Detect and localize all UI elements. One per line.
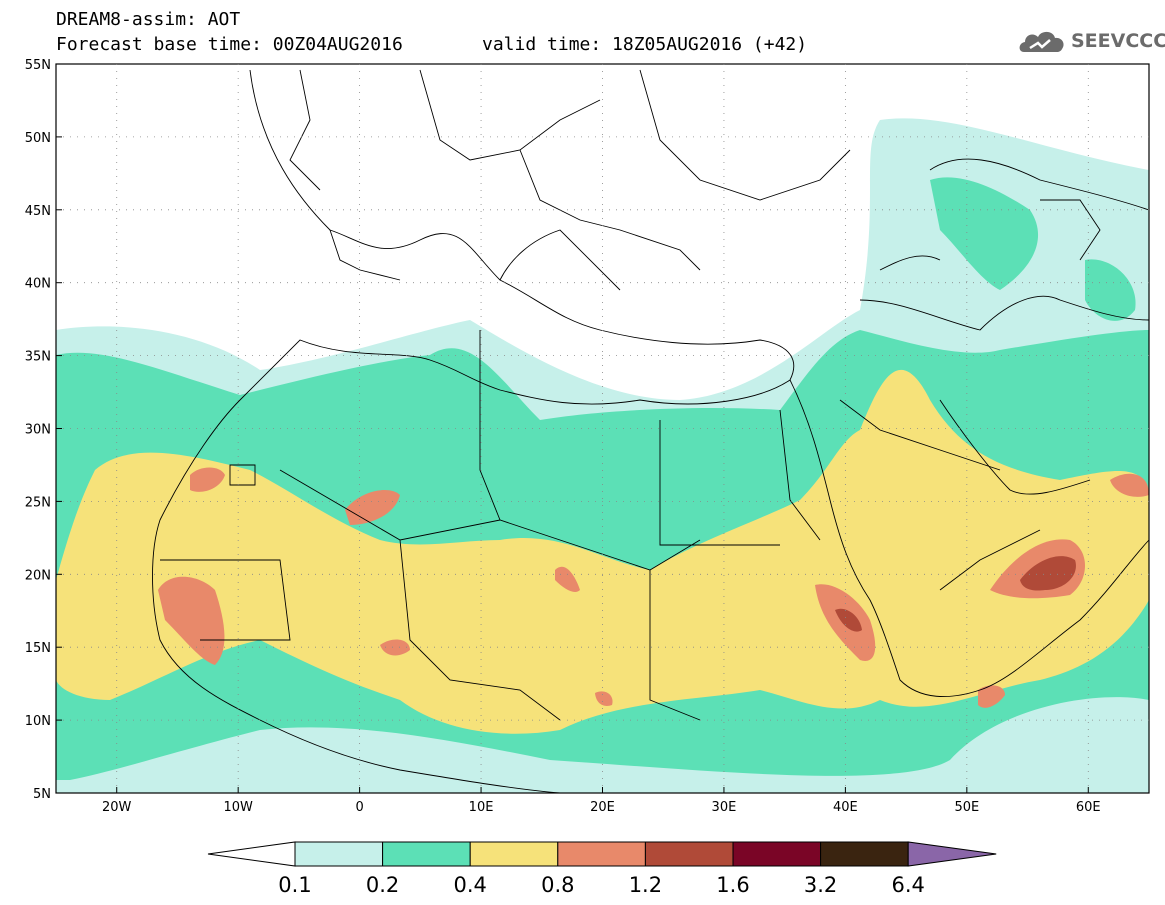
lon-label: 10E [469, 800, 494, 815]
lon-label: 20E [590, 800, 615, 815]
seevccc-logo: SEEVCCC [1016, 24, 1165, 60]
legend-label: 0.2 [366, 873, 399, 897]
lon-label: 0 [355, 800, 363, 815]
aot-patch-mali [380, 639, 410, 656]
lat-label: 20N [25, 568, 51, 583]
lat-label: 5N [33, 787, 51, 802]
legend-box [294, 841, 384, 867]
legend-label: 0.8 [541, 873, 574, 897]
valid-time: valid time: 18Z05AUG2016 (+42) [482, 34, 808, 55]
longitude-labels: 20W 10W 0 10E 20E 30E 40E 50E 60E [102, 800, 1101, 815]
aot-patch-western-sahara [190, 467, 225, 492]
lon-label: 30E [712, 800, 737, 815]
cloud-logo-icon [1019, 31, 1064, 52]
aot-patch-mauritania [158, 576, 225, 665]
aot-patch-gulf [1110, 473, 1149, 497]
lat-label: 25N [25, 495, 51, 510]
legend-box [820, 841, 909, 867]
lon-label: 20W [102, 800, 132, 815]
lat-label: 50N [25, 131, 51, 146]
lon-label: 10W [223, 800, 253, 815]
lat-label: 30N [25, 423, 51, 438]
legend-label: 0.4 [453, 873, 486, 897]
legend-label: 1.6 [716, 873, 749, 897]
legend-low-arrow [207, 841, 296, 867]
legend-box [469, 841, 559, 867]
lat-label: 55N [25, 58, 51, 73]
lat-label: 45N [25, 204, 51, 219]
lat-label: 15N [25, 641, 51, 656]
lat-label: 35N [25, 350, 51, 365]
legend-high-arrow [907, 841, 997, 867]
logo-text: SEEVCCC [1071, 30, 1165, 52]
legend-label: 0.1 [278, 873, 311, 897]
latitude-labels: 55N 50N 45N 40N 35N 30N 25N 20N 15N 10N 5N [25, 58, 51, 802]
lon-label: 50E [954, 800, 979, 815]
legend-label: 3.2 [804, 873, 837, 897]
lon-label: 40E [833, 800, 858, 815]
legend-box [732, 841, 822, 867]
aot-patch-yemen [978, 685, 1005, 708]
coastlines-and-borders [152, 69, 1150, 794]
legend-box [382, 841, 471, 867]
map-title: DREAM8-assim: AOT [56, 9, 241, 30]
aot-patch-caucasus [930, 177, 1039, 290]
aot-patch-sudan-core [835, 608, 862, 632]
legend-label: 1.2 [629, 873, 662, 897]
graticule [56, 63, 1149, 794]
lat-label: 10N [25, 714, 51, 729]
aot-patch-iran [1085, 259, 1136, 321]
aot-patch-oman-core [1020, 556, 1076, 591]
aot-band-0.4 [56, 369, 1149, 734]
lat-label: 40N [25, 277, 51, 292]
legend-labels: 0.1 0.2 0.4 0.8 1.2 1.6 3.2 6.4 [278, 873, 925, 897]
lon-label: 60E [1076, 800, 1101, 815]
legend-label: 6.4 [891, 873, 924, 897]
legend-box [644, 841, 734, 867]
forecast-base-time: Forecast base time: 00Z04AUG2016 [56, 34, 403, 55]
aot-patch-nigeria [595, 691, 613, 706]
legend-box [557, 841, 646, 867]
aot-patch-chad [555, 566, 580, 592]
legend-color-boxes [207, 841, 997, 867]
